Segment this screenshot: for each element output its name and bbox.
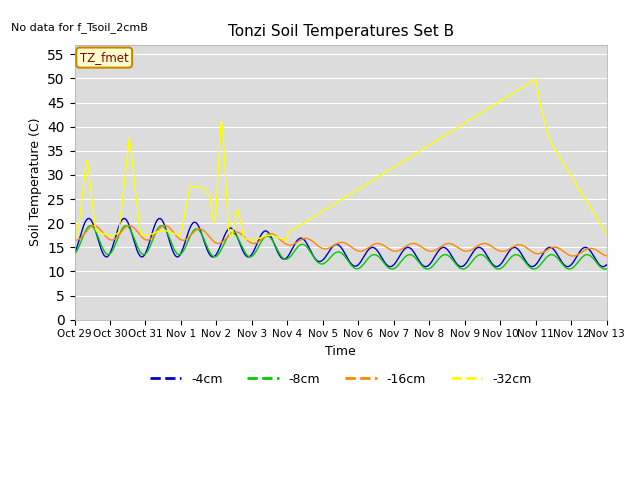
-4cm	[576, 249, 584, 254]
-16cm	[603, 253, 611, 259]
-4cm	[231, 228, 239, 234]
X-axis label: Time: Time	[325, 345, 356, 358]
-32cm	[70, 232, 78, 238]
Line: -8cm: -8cm	[74, 226, 607, 269]
-8cm	[248, 253, 256, 259]
Legend: -4cm, -8cm, -16cm, -32cm: -4cm, -8cm, -16cm, -32cm	[145, 368, 536, 391]
-8cm	[138, 251, 145, 256]
Title: Tonzi Soil Temperatures Set B: Tonzi Soil Temperatures Set B	[227, 24, 454, 39]
-8cm	[305, 247, 312, 252]
-8cm	[603, 266, 611, 272]
-4cm	[305, 244, 312, 250]
-8cm	[495, 266, 502, 272]
-32cm	[136, 226, 143, 232]
-32cm	[603, 231, 611, 237]
-4cm	[387, 264, 394, 270]
-4cm	[603, 262, 611, 268]
-16cm	[248, 240, 256, 246]
-4cm	[138, 254, 145, 260]
-16cm	[70, 237, 78, 242]
-32cm	[229, 227, 237, 232]
-16cm	[231, 229, 239, 235]
-16cm	[257, 237, 265, 242]
-32cm	[248, 237, 256, 243]
-32cm	[247, 237, 255, 243]
-4cm	[257, 232, 265, 238]
-4cm	[70, 251, 78, 256]
-16cm	[569, 253, 577, 259]
-32cm	[257, 235, 265, 240]
-32cm	[576, 187, 584, 193]
Line: -4cm: -4cm	[74, 218, 607, 267]
-8cm	[231, 231, 239, 237]
-16cm	[576, 251, 584, 256]
Y-axis label: Soil Temperature (C): Soil Temperature (C)	[29, 118, 42, 246]
-16cm	[136, 232, 143, 238]
-16cm	[305, 236, 312, 242]
-8cm	[257, 239, 265, 245]
Line: -16cm: -16cm	[74, 226, 607, 256]
-32cm	[305, 217, 312, 223]
Line: -32cm: -32cm	[74, 79, 607, 240]
-4cm	[248, 251, 256, 256]
-8cm	[576, 257, 584, 263]
Text: No data for f_Tsoil_2cmB: No data for f_Tsoil_2cmB	[11, 23, 148, 34]
-16cm	[161, 223, 169, 228]
Text: TZ_fmet: TZ_fmet	[80, 51, 129, 64]
-32cm	[532, 76, 540, 82]
-8cm	[70, 251, 78, 257]
-8cm	[87, 223, 95, 228]
-4cm	[86, 216, 93, 221]
